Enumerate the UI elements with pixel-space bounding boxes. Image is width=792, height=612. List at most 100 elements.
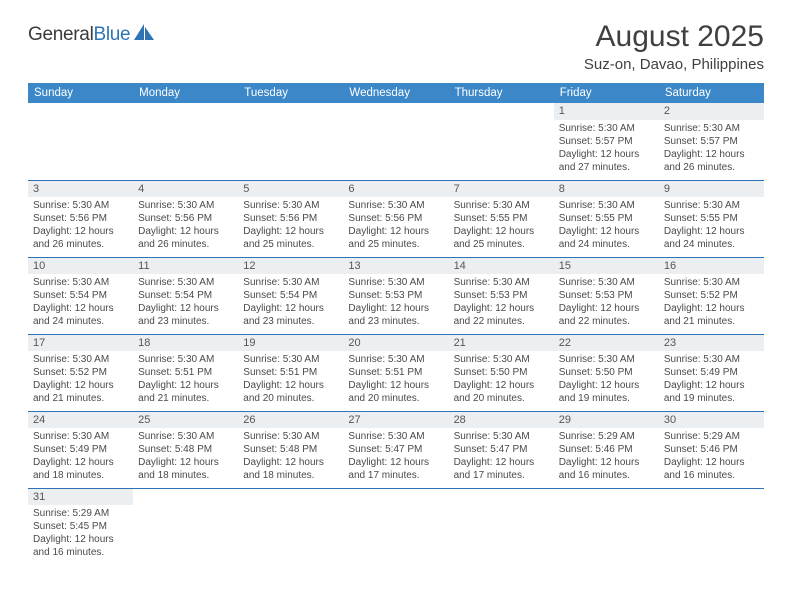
day-line: Sunrise: 5:30 AM — [348, 199, 444, 212]
day-number: 15 — [554, 258, 659, 275]
calendar-cell: 1Sunrise: 5:30 AMSunset: 5:57 PMDaylight… — [554, 103, 659, 180]
day-details: Sunrise: 5:30 AMSunset: 5:49 PMDaylight:… — [659, 351, 764, 408]
month-title: August 2025 — [584, 20, 764, 54]
calendar-cell: 4Sunrise: 5:30 AMSunset: 5:56 PMDaylight… — [133, 180, 238, 257]
day-line: and 25 minutes. — [454, 238, 550, 251]
day-number: 31 — [28, 489, 133, 506]
brand-name-b: Blue — [94, 24, 131, 46]
calendar-cell: 23Sunrise: 5:30 AMSunset: 5:49 PMDayligh… — [659, 334, 764, 411]
day-line: Sunrise: 5:29 AM — [664, 430, 760, 443]
day-line: Daylight: 12 hours — [664, 225, 760, 238]
calendar-cell — [238, 488, 343, 565]
day-line: Sunset: 5:50 PM — [559, 366, 655, 379]
day-number: 8 — [554, 181, 659, 198]
day-details: Sunrise: 5:30 AMSunset: 5:49 PMDaylight:… — [28, 428, 133, 485]
calendar-week: 31Sunrise: 5:29 AMSunset: 5:45 PMDayligh… — [28, 488, 764, 565]
calendar-cell — [238, 103, 343, 180]
calendar-cell — [449, 488, 554, 565]
calendar-cell: 11Sunrise: 5:30 AMSunset: 5:54 PMDayligh… — [133, 257, 238, 334]
day-line: Sunset: 5:53 PM — [559, 289, 655, 302]
day-line: Sunset: 5:55 PM — [454, 212, 550, 225]
day-line: Sunrise: 5:30 AM — [348, 276, 444, 289]
calendar-cell — [659, 488, 764, 565]
calendar-head: SundayMondayTuesdayWednesdayThursdayFrid… — [28, 83, 764, 103]
calendar-cell: 22Sunrise: 5:30 AMSunset: 5:50 PMDayligh… — [554, 334, 659, 411]
day-number: 25 — [133, 412, 238, 429]
day-line: Sunrise: 5:30 AM — [243, 276, 339, 289]
calendar-cell — [343, 103, 448, 180]
calendar-cell: 9Sunrise: 5:30 AMSunset: 5:55 PMDaylight… — [659, 180, 764, 257]
day-line: and 25 minutes. — [243, 238, 339, 251]
day-line: and 23 minutes. — [243, 315, 339, 328]
weekday-header: Wednesday — [343, 83, 448, 103]
calendar-week: 17Sunrise: 5:30 AMSunset: 5:52 PMDayligh… — [28, 334, 764, 411]
day-details: Sunrise: 5:29 AMSunset: 5:46 PMDaylight:… — [554, 428, 659, 485]
day-number: 19 — [238, 335, 343, 352]
day-line: Sunrise: 5:30 AM — [243, 199, 339, 212]
calendar-cell: 16Sunrise: 5:30 AMSunset: 5:52 PMDayligh… — [659, 257, 764, 334]
day-line: and 19 minutes. — [559, 392, 655, 405]
day-details: Sunrise: 5:30 AMSunset: 5:52 PMDaylight:… — [659, 274, 764, 331]
day-number: 27 — [343, 412, 448, 429]
day-details: Sunrise: 5:30 AMSunset: 5:53 PMDaylight:… — [449, 274, 554, 331]
day-line: Sunset: 5:56 PM — [348, 212, 444, 225]
day-line: and 24 minutes. — [559, 238, 655, 251]
day-line: Daylight: 12 hours — [33, 533, 129, 546]
calendar-week: 3Sunrise: 5:30 AMSunset: 5:56 PMDaylight… — [28, 180, 764, 257]
calendar-cell: 21Sunrise: 5:30 AMSunset: 5:50 PMDayligh… — [449, 334, 554, 411]
day-line: and 16 minutes. — [559, 469, 655, 482]
day-number: 9 — [659, 181, 764, 198]
day-line: Sunrise: 5:29 AM — [559, 430, 655, 443]
day-details: Sunrise: 5:30 AMSunset: 5:50 PMDaylight:… — [554, 351, 659, 408]
day-line: Daylight: 12 hours — [243, 456, 339, 469]
day-line: Sunrise: 5:29 AM — [33, 507, 129, 520]
day-line: and 26 minutes. — [33, 238, 129, 251]
day-line: and 18 minutes. — [138, 469, 234, 482]
day-details: Sunrise: 5:30 AMSunset: 5:48 PMDaylight:… — [238, 428, 343, 485]
day-line: Sunrise: 5:30 AM — [559, 353, 655, 366]
day-number: 14 — [449, 258, 554, 275]
calendar-cell — [449, 103, 554, 180]
day-line: Sunrise: 5:30 AM — [348, 430, 444, 443]
day-line: Sunset: 5:46 PM — [664, 443, 760, 456]
day-line: Sunset: 5:54 PM — [243, 289, 339, 302]
day-number: 23 — [659, 335, 764, 352]
day-number: 5 — [238, 181, 343, 198]
day-line: Daylight: 12 hours — [664, 302, 760, 315]
title-block: August 2025 Suz-on, Davao, Philippines — [584, 20, 764, 73]
day-line: and 26 minutes. — [664, 161, 760, 174]
calendar-cell: 3Sunrise: 5:30 AMSunset: 5:56 PMDaylight… — [28, 180, 133, 257]
day-line: Sunset: 5:51 PM — [243, 366, 339, 379]
day-details: Sunrise: 5:30 AMSunset: 5:56 PMDaylight:… — [238, 197, 343, 254]
calendar-cell: 25Sunrise: 5:30 AMSunset: 5:48 PMDayligh… — [133, 411, 238, 488]
day-line: Sunset: 5:52 PM — [33, 366, 129, 379]
day-number: 4 — [133, 181, 238, 198]
day-details: Sunrise: 5:30 AMSunset: 5:51 PMDaylight:… — [238, 351, 343, 408]
day-line: and 20 minutes. — [454, 392, 550, 405]
weekday-header: Thursday — [449, 83, 554, 103]
day-number: 20 — [343, 335, 448, 352]
day-line: Sunset: 5:49 PM — [33, 443, 129, 456]
calendar-cell: 17Sunrise: 5:30 AMSunset: 5:52 PMDayligh… — [28, 334, 133, 411]
calendar-cell — [133, 488, 238, 565]
day-line: Sunset: 5:51 PM — [348, 366, 444, 379]
day-number: 29 — [554, 412, 659, 429]
day-line: Sunset: 5:56 PM — [33, 212, 129, 225]
day-line: Daylight: 12 hours — [33, 456, 129, 469]
day-line: Daylight: 12 hours — [138, 302, 234, 315]
day-line: Sunset: 5:45 PM — [33, 520, 129, 533]
day-number: 6 — [343, 181, 448, 198]
day-line: and 21 minutes. — [138, 392, 234, 405]
day-line: Daylight: 12 hours — [348, 302, 444, 315]
day-number: 3 — [28, 181, 133, 198]
day-line: and 22 minutes. — [454, 315, 550, 328]
day-line: Sunrise: 5:30 AM — [664, 122, 760, 135]
calendar-cell: 13Sunrise: 5:30 AMSunset: 5:53 PMDayligh… — [343, 257, 448, 334]
day-line: Sunset: 5:53 PM — [348, 289, 444, 302]
weekday-header: Saturday — [659, 83, 764, 103]
day-line: Sunset: 5:48 PM — [243, 443, 339, 456]
calendar-cell: 19Sunrise: 5:30 AMSunset: 5:51 PMDayligh… — [238, 334, 343, 411]
day-line: Sunset: 5:48 PM — [138, 443, 234, 456]
day-line: Daylight: 12 hours — [559, 302, 655, 315]
day-details: Sunrise: 5:30 AMSunset: 5:54 PMDaylight:… — [133, 274, 238, 331]
